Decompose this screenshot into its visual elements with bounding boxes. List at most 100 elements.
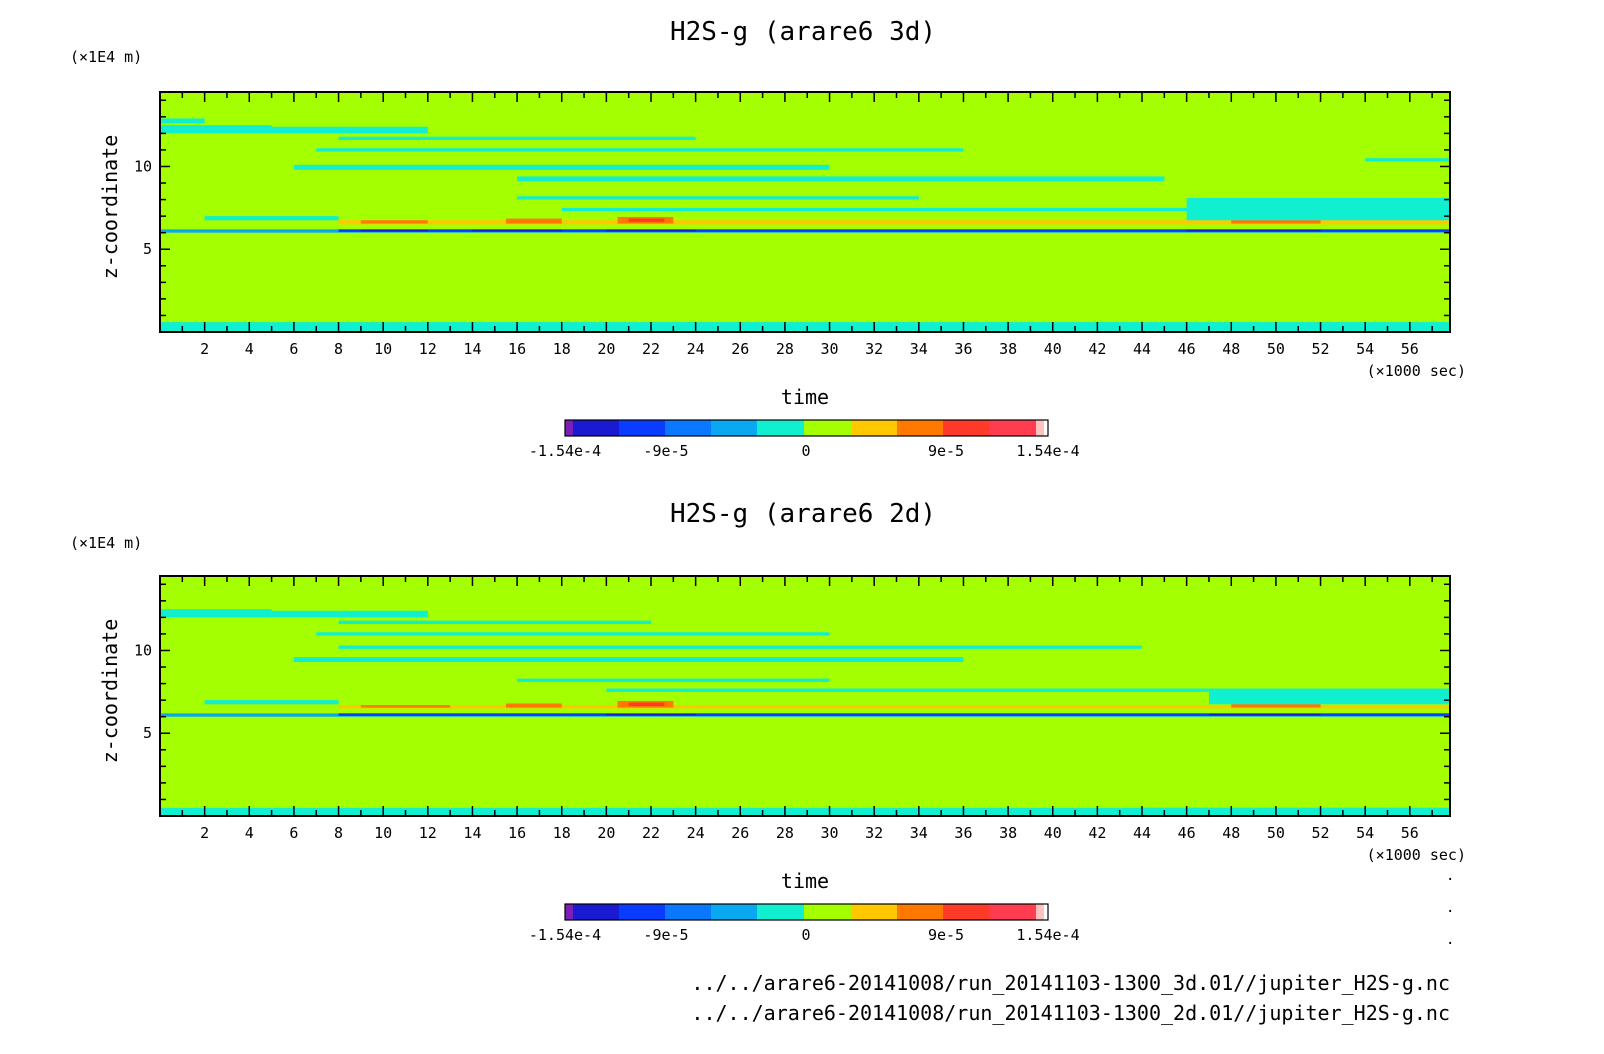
colorbar-swatch (573, 420, 619, 436)
x-tick-label: 52 (1312, 824, 1330, 842)
x-tick-label: 46 (1178, 824, 1196, 842)
colorbar-swatch (619, 420, 665, 436)
x-tick-label: 20 (597, 340, 615, 358)
x-tick-label: 40 (1044, 340, 1062, 358)
contour-band (1231, 702, 1321, 708)
contour-band (160, 609, 272, 615)
colorbar-swatch (665, 904, 711, 920)
y-tick-label: 5 (143, 724, 152, 742)
x-tick-label: 38 (999, 340, 1017, 358)
colorbar-swatch (1036, 420, 1044, 436)
colorbar-swatch (711, 904, 757, 920)
x-tick-label: 28 (776, 340, 794, 358)
x-tick-label: 50 (1267, 824, 1285, 842)
plot-frame (159, 575, 1451, 817)
colorbar-swatch (851, 904, 897, 920)
y-unit-label: (×1E4 m) (70, 534, 142, 552)
x-tick-label: 38 (999, 824, 1017, 842)
colorbar-label: 1.54e-4 (1016, 442, 1079, 460)
x-tick-label: 36 (954, 340, 972, 358)
contour-band (1186, 229, 1321, 232)
contour-band (249, 277, 1165, 284)
x-unit-label: (×1000 sec) (1367, 846, 1466, 864)
contour-band (338, 220, 1450, 225)
contour-band (204, 781, 1276, 790)
y-axis-label: z-coordinate (98, 619, 122, 764)
contour-band (316, 632, 830, 636)
y-tick-label: 10 (134, 157, 152, 175)
x-tick-label: 2 (200, 340, 209, 358)
x-tick-label: 44 (1133, 340, 1151, 358)
contour-band (606, 713, 696, 716)
contour-band (829, 796, 1143, 808)
contour-band (360, 220, 428, 224)
footer-dot: . (1446, 900, 1454, 916)
colorbar-swatch (989, 904, 1036, 920)
x-tick-label: 22 (642, 340, 660, 358)
contour-band (204, 700, 339, 705)
colorbar-swatch (1036, 904, 1044, 920)
contour-band (517, 176, 1165, 182)
contour-band (293, 657, 964, 663)
colorbar-swatch (619, 904, 665, 920)
contour-band (316, 148, 964, 152)
contour-band (1320, 786, 1450, 793)
x-tick-label: 44 (1133, 824, 1151, 842)
colorbar-swatch (989, 420, 1036, 436)
contour-band (472, 229, 562, 232)
contour-band (338, 713, 1450, 716)
contour-band (160, 126, 428, 134)
x-axis-label: time (781, 385, 829, 409)
x-tick-label: 22 (642, 824, 660, 842)
contour-band (338, 739, 1009, 749)
colorbar-label: -1.54e-4 (529, 926, 601, 944)
x-tick-label: 16 (508, 340, 526, 358)
x-tick-label: 30 (821, 340, 839, 358)
footer-dot: . (1446, 868, 1454, 884)
contour-band (160, 269, 607, 276)
x-tick-label: 48 (1222, 824, 1240, 842)
x-tick-label: 6 (289, 340, 298, 358)
contour-band (427, 720, 1450, 725)
colorbar-swatch (804, 420, 851, 436)
contour-band (160, 322, 1450, 332)
x-tick-label: 28 (776, 824, 794, 842)
y-axis-label: z-coordinate (98, 135, 122, 280)
colorbar-swatch (804, 904, 851, 920)
colorbar-swatch (897, 904, 943, 920)
x-tick-label: 6 (289, 824, 298, 842)
x-tick-label: 8 (334, 824, 343, 842)
contour-band (293, 255, 964, 265)
x-tick-label: 36 (954, 824, 972, 842)
file-path-3d: ../../arare6-20141008/run_20141103-1300_… (691, 971, 1450, 995)
contour-band (160, 792, 473, 798)
colorbar-swatch (943, 904, 989, 920)
x-tick-label: 48 (1222, 340, 1240, 358)
x-axis-label: time (781, 869, 829, 893)
x-tick-label: 42 (1088, 340, 1106, 358)
colorbar-label: 9e-5 (928, 926, 964, 944)
x-tick-label: 54 (1356, 340, 1374, 358)
colorbar-label: 9e-5 (928, 442, 964, 460)
colorbar-swatch (897, 420, 943, 436)
y-tick-label: 10 (134, 641, 152, 659)
colorbar-label: -1.54e-4 (529, 442, 601, 460)
x-tick-label: 16 (508, 824, 526, 842)
colorbar-swatch (757, 420, 804, 436)
contour-band (160, 125, 272, 131)
x-tick-label: 56 (1401, 824, 1419, 842)
colorbar-label: 0 (801, 926, 810, 944)
x-tick-label: 52 (1312, 340, 1330, 358)
x-unit-label: (×1000 sec) (1367, 362, 1466, 380)
x-tick-label: 32 (865, 824, 883, 842)
contour-band (182, 317, 428, 323)
colorbar-label: 1.54e-4 (1016, 926, 1079, 944)
contour-band (1208, 713, 1321, 716)
contour-band (963, 252, 1321, 261)
contour-band (505, 703, 562, 708)
contour-band (204, 216, 339, 221)
contour-band (517, 285, 1053, 293)
plot-frame (159, 91, 1451, 333)
contour-band (606, 229, 696, 232)
